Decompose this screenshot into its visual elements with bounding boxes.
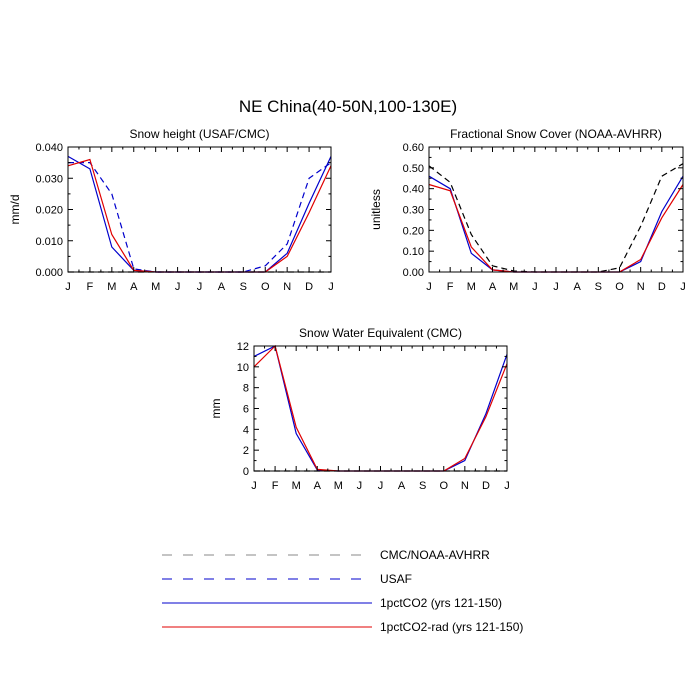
series-line-pct_co2 — [253, 345, 508, 472]
y-axis-label: mm — [209, 399, 223, 419]
y-tick-label: 0 — [243, 466, 249, 478]
legend-label-usaf: USAF — [380, 572, 412, 586]
x-tick-label: A — [398, 480, 406, 492]
x-tick-label: D — [658, 281, 666, 293]
x-tick-label: M — [107, 281, 116, 293]
y-tick-label: 0.30 — [403, 205, 424, 217]
y-tick-label: 10 — [237, 362, 249, 374]
x-tick-label: A — [130, 281, 138, 293]
x-tick-label: J — [357, 480, 363, 492]
y-tick-label: 12 — [237, 341, 249, 353]
y-axis-label: mm/d — [8, 195, 22, 225]
plot-frame — [67, 146, 332, 273]
legend-label-pct_co2: 1pctCO2 (yrs 121-150) — [380, 596, 502, 610]
legend-label-cmc_noaa: CMC/NOAA-AVHRR — [380, 548, 490, 562]
panel-title: Snow height (USAF/CMC) — [129, 127, 269, 141]
x-tick-label: J — [65, 281, 71, 293]
x-tick-label: J — [175, 281, 181, 293]
x-tick-label: A — [314, 480, 322, 492]
y-tick-label: 0.40 — [403, 184, 424, 196]
y-tick-label: 2 — [243, 445, 249, 457]
panel-title: Snow Water Equivalent (CMC) — [299, 326, 462, 340]
y-tick-label: 6 — [243, 404, 249, 416]
x-tick-label: M — [334, 480, 343, 492]
x-tick-label: M — [151, 281, 160, 293]
series-line-pct_co2 — [67, 155, 332, 273]
y-tick-label: 8 — [243, 383, 249, 395]
snow-height-panel: Snow height (USAF/CMC)J F M A M J J A S O N D J0.000… — [8, 127, 334, 293]
x-tick-label: J — [504, 480, 510, 492]
x-tick-label: N — [283, 281, 291, 293]
series-line-usaf — [68, 162, 332, 273]
y-tick-label: 0.000 — [35, 267, 63, 279]
x-tick-label: M — [292, 480, 301, 492]
x-tick-label: F — [87, 281, 94, 293]
figure-title: NE China(40-50N,100-130E) — [239, 97, 457, 116]
panel-title: Fractional Snow Cover (NOAA-AVHRR) — [450, 127, 662, 141]
x-tick-label: J — [426, 281, 432, 293]
legend: CMC/NOAA-AVHRR USAF 1pctCO2 (yrs 121-150) 1… — [162, 548, 523, 634]
series-line-pct_co2_rad — [67, 158, 332, 273]
y-tick-label: 0.20 — [403, 225, 424, 237]
x-tick-label: J — [251, 480, 257, 492]
x-tick-label: O — [261, 281, 270, 293]
x-tick-label: S — [240, 281, 247, 293]
x-tick-label: D — [482, 480, 490, 492]
snow-cover-panel: Fractional Snow Cover (NOAA-AVHRR)J F M A M J… — [369, 127, 686, 293]
x-tick-label: A — [489, 281, 497, 293]
x-tick-label: N — [637, 281, 645, 293]
x-tick-label: J — [197, 281, 203, 293]
x-tick-label: J — [328, 281, 334, 293]
x-tick-label: D — [305, 281, 313, 293]
x-tick-label: S — [419, 480, 426, 492]
x-tick-label: M — [467, 281, 476, 293]
x-tick-label: O — [615, 281, 624, 293]
swe-panel: Snow Water Equivalent (CMC)J F M A M J J A S O N D J… — [209, 326, 510, 492]
y-tick-label: 4 — [243, 424, 249, 436]
y-tick-label: 0.030 — [35, 173, 63, 185]
y-tick-label: 0.020 — [35, 205, 63, 217]
y-tick-label: 0.010 — [35, 236, 63, 248]
x-tick-label: N — [461, 480, 469, 492]
x-tick-label: M — [509, 281, 518, 293]
x-tick-label: S — [595, 281, 602, 293]
x-tick-label: J — [532, 281, 538, 293]
series-line-pct_co2_rad — [428, 183, 684, 273]
plot-frame — [428, 146, 684, 273]
x-tick-label: J — [680, 281, 686, 293]
y-tick-label: 0.60 — [403, 142, 424, 154]
x-tick-label: J — [553, 281, 559, 293]
x-tick-label: A — [573, 281, 581, 293]
y-tick-label: 0.040 — [35, 142, 63, 154]
y-tick-label: 0.50 — [403, 163, 424, 175]
y-tick-label: 0.10 — [403, 246, 424, 258]
x-tick-label: J — [378, 480, 384, 492]
x-tick-label: F — [447, 281, 454, 293]
x-tick-label: A — [218, 281, 226, 293]
x-tick-label: O — [439, 480, 448, 492]
y-tick-label: 0.00 — [403, 267, 424, 279]
series-line-cmc_noaa — [428, 163, 684, 273]
y-axis-label: unitless — [369, 189, 383, 230]
x-tick-label: F — [272, 480, 279, 492]
legend-label-pct_co2_rad: 1pctCO2-rad (yrs 121-150) — [380, 620, 523, 634]
